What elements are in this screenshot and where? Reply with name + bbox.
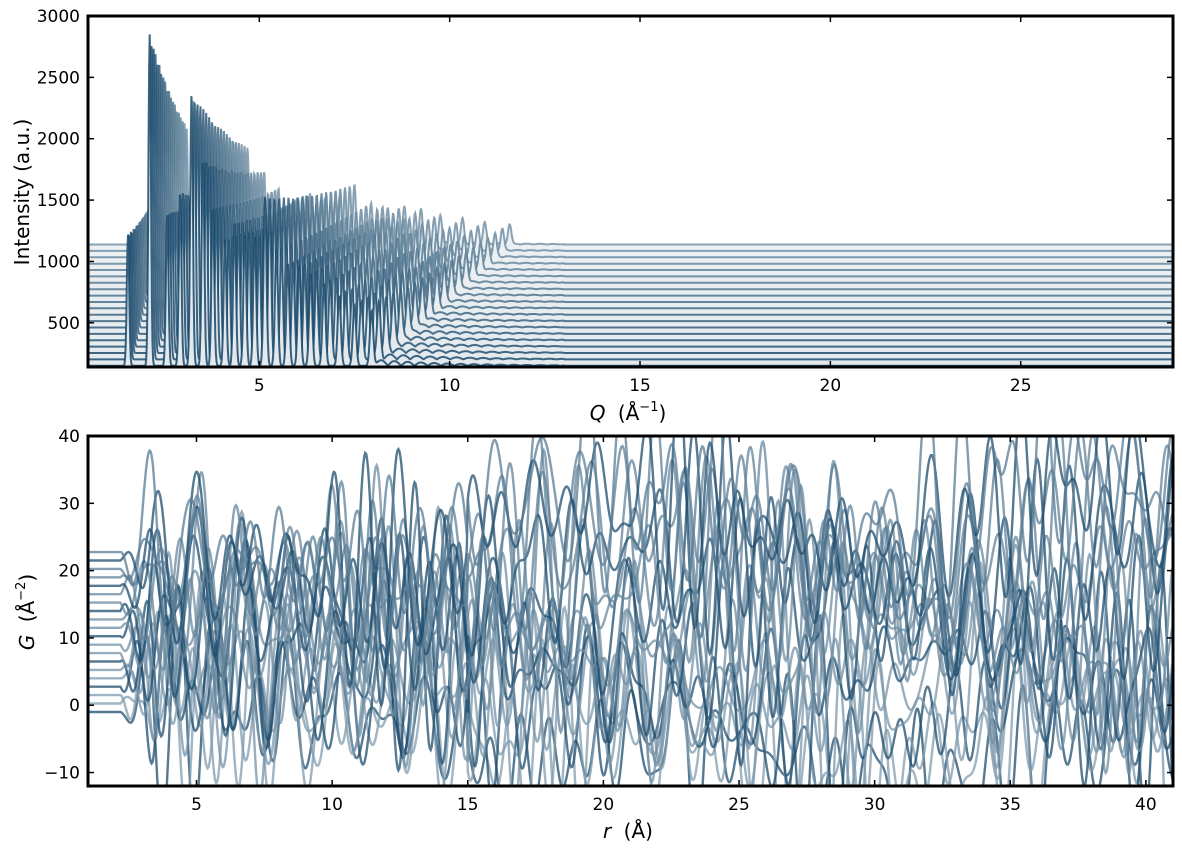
diffraction-x-tick-label: 25 <box>1010 376 1032 396</box>
pdf-y-tick-label: 40 <box>58 427 80 447</box>
diffraction-x-ticks: 5 10 15 20 25 <box>254 16 1032 396</box>
diffraction-panel: 5 10 15 20 25 500 1000 1500 2000 2500 3000 Q (Å−1… <box>10 7 1175 425</box>
diffraction-y-tick-label: 2000 <box>37 130 80 150</box>
pdf-axes-frame <box>86 434 1175 788</box>
diffraction-y-tick-label: 3000 <box>37 7 80 27</box>
diffraction-x-tick-label: 20 <box>820 376 842 396</box>
pdf-y-ticks: −10 0 10 20 30 40 <box>44 427 1173 784</box>
pdf-series-line <box>88 436 1172 654</box>
diffraction-series-line <box>88 46 1173 361</box>
pdf-series-line <box>88 509 1173 786</box>
pdf-series-line <box>88 479 1173 786</box>
pdf-series-group <box>88 436 1173 786</box>
pdf-series-line <box>88 436 1173 708</box>
diffraction-x-axis-label: Q (Å−1) <box>590 400 667 425</box>
pdf-y-tick-label: 0 <box>69 696 80 716</box>
pdf-y-tick-label: 20 <box>58 562 80 582</box>
pdf-x-tick-label: 15 <box>457 795 479 815</box>
pdf-x-tick-label: 40 <box>1135 795 1157 815</box>
diffraction-y-tick-label: 1500 <box>37 191 80 211</box>
diffraction-series-group <box>88 34 1173 367</box>
diffraction-y-tick-label: 1000 <box>37 252 80 272</box>
pdf-x-tick-label: 25 <box>728 795 750 815</box>
diffraction-x-tick-label: 15 <box>629 376 651 396</box>
pdf-y-tick-label: 30 <box>58 494 80 514</box>
pdf-series-line <box>88 459 1173 775</box>
pdf-series-line <box>88 523 1173 785</box>
diffraction-y-ticks: 500 1000 1500 2000 2500 3000 <box>37 7 1173 334</box>
pdf-series-line <box>88 496 1173 700</box>
pdf-y-tick-label: 10 <box>58 629 80 649</box>
pdf-y-tick-label: −10 <box>44 764 80 784</box>
pdf-x-tick-label: 20 <box>593 795 615 815</box>
diffraction-x-tick-label: 10 <box>439 376 461 396</box>
diffraction-axes-frame <box>86 14 1175 369</box>
pdf-x-tick-label: 5 <box>191 795 202 815</box>
diffraction-y-tick-label: 500 <box>48 314 80 334</box>
diffraction-x-tick-label: 5 <box>254 376 265 396</box>
pdf-y-axis-label: G (Å−2) <box>14 574 39 650</box>
pdf-panel: 5 10 15 20 25 30 35 40 −10 0 10 20 30 40 r (Å) G (Å−… <box>14 427 1175 843</box>
diffraction-y-axis-label: Intensity (a.u.) <box>10 119 34 266</box>
diffraction-y-tick-label: 2500 <box>37 68 80 88</box>
pdf-x-ticks: 5 10 15 20 25 30 35 40 <box>191 436 1157 815</box>
pdf-x-tick-label: 30 <box>864 795 886 815</box>
pdf-x-tick-label: 35 <box>999 795 1021 815</box>
pdf-series-line <box>88 436 1173 667</box>
pdf-x-axis-label: r (Å) <box>603 819 653 843</box>
pdf-x-tick-label: 10 <box>321 795 343 815</box>
